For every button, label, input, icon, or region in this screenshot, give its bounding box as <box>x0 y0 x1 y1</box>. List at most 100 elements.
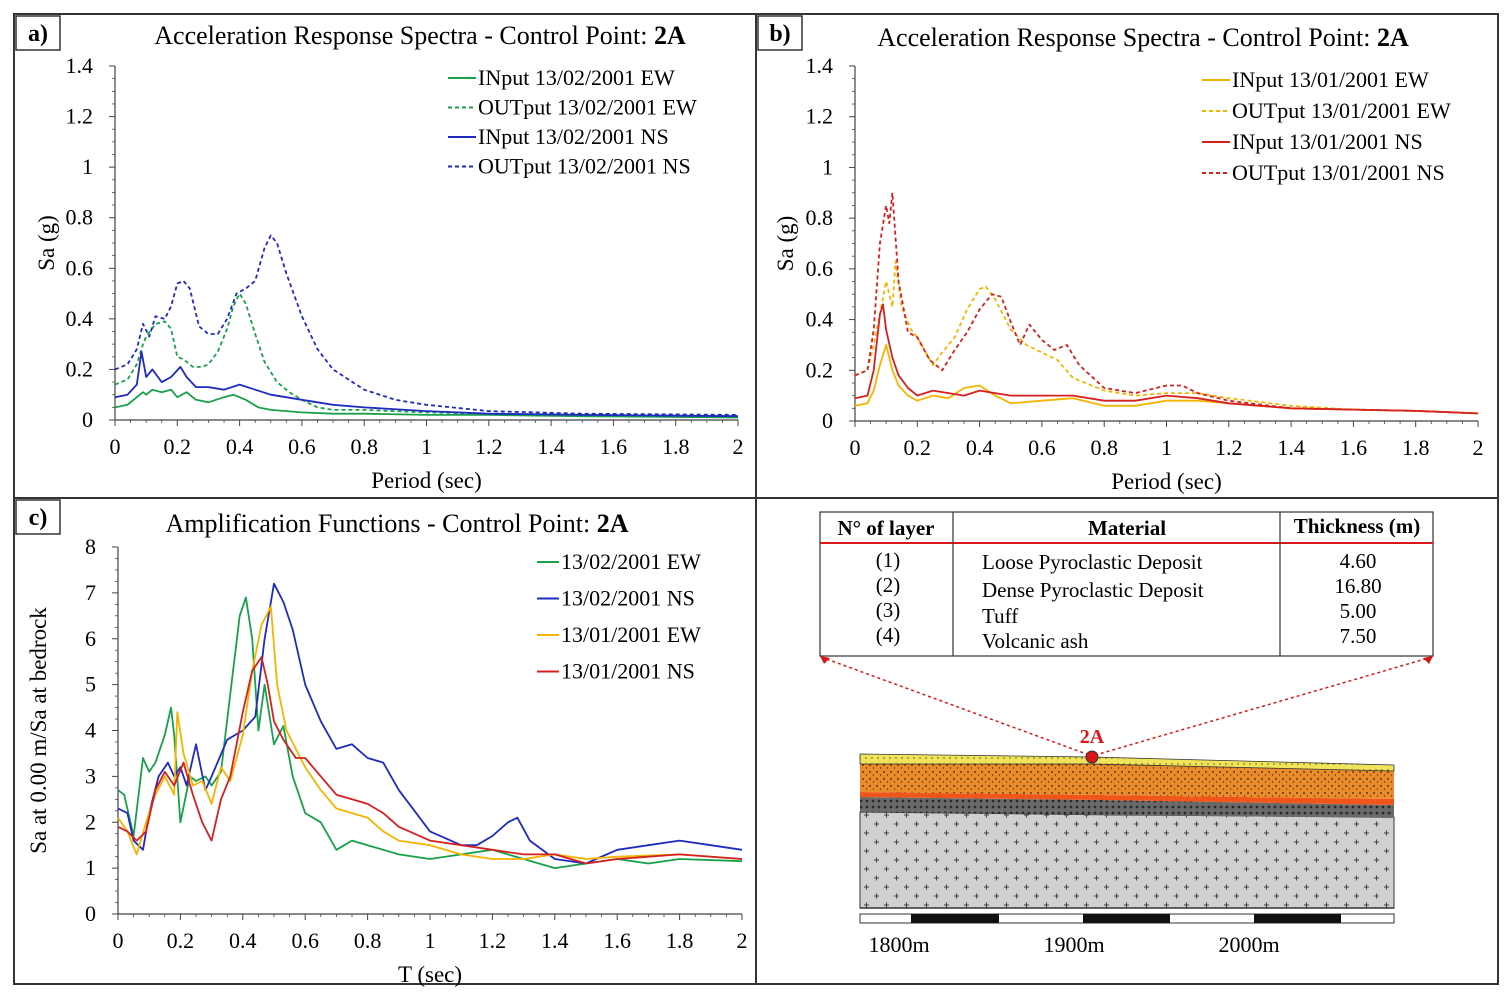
chart-title-main: Amplification Functions - Control Point: <box>166 509 597 538</box>
table-header-material: Material <box>1088 516 1166 540</box>
legend-label: 13/01/2001 EW <box>561 622 701 647</box>
legend-label: OUTput 13/02/2001 EW <box>478 95 697 120</box>
x-tick-label: 0.4 <box>966 435 994 460</box>
x-tick-label: 0.6 <box>1028 435 1056 460</box>
chart-b: Acceleration Response Spectra - Control … <box>773 23 1484 494</box>
y-tick-label: 0.8 <box>806 205 834 230</box>
y-tick-label: 1.2 <box>66 104 94 129</box>
series-line-green <box>114 388 739 419</box>
y-axis-title: Sa at 0.00 m/Sa at bedrock <box>26 607 51 854</box>
x-tick-label: 1.4 <box>537 434 565 459</box>
y-tick-label: 1.4 <box>806 53 834 78</box>
series-line-red-dashed <box>854 191 1479 415</box>
y-tick-label: 3 <box>85 763 96 788</box>
table-cell-thickness: 5.00 <box>1340 599 1377 623</box>
section-dense-layer <box>860 764 1394 799</box>
series-line-green-dashed <box>114 292 739 418</box>
series-line-red <box>854 303 1479 415</box>
panel-label-c-text: c) <box>29 505 48 531</box>
scale-label-1800: 1800m <box>868 932 929 957</box>
y-tick-label: 0.2 <box>806 357 834 382</box>
chart-title-main: Acceleration Response Spectra - Control … <box>877 23 1377 52</box>
x-tick-label: 2 <box>1473 435 1484 460</box>
legend-label: 13/01/2001 NS <box>561 659 695 684</box>
y-tick-label: 4 <box>85 718 96 743</box>
panel-label-b: b) <box>757 15 803 51</box>
y-tick-label: 8 <box>85 534 96 559</box>
table-cell-material: Volcanic ash <box>982 629 1089 653</box>
series-line-blue <box>114 350 739 418</box>
chart-title-point: 2A <box>1377 23 1409 52</box>
chart-a: Acceleration Response Spectra - Control … <box>34 21 744 493</box>
x-tick-label: 1 <box>425 928 436 953</box>
x-tick-label: 1.6 <box>1340 435 1368 460</box>
table-cell-n: (2) <box>876 573 901 597</box>
series-line-orange <box>117 605 743 860</box>
section-tuff-layer <box>860 792 1394 805</box>
chart-title-point: 2A <box>597 509 629 538</box>
table-cell-thickness: 16.80 <box>1334 574 1381 598</box>
section-ash-layer <box>860 797 1394 818</box>
legend-label: 13/02/2001 NS <box>561 586 695 611</box>
control-point-label: 2A <box>1080 726 1105 748</box>
legend-label: OUTput 13/02/2001 NS <box>478 154 691 179</box>
x-tick-label: 0.2 <box>164 434 192 459</box>
y-tick-label: 1 <box>822 154 833 179</box>
table-cell-material: Tuff <box>982 604 1018 628</box>
layer-table: N° of layer Material Thickness (m) (1) (… <box>819 511 1434 657</box>
table-cell-n: (3) <box>876 598 901 622</box>
section-bedrock <box>859 811 1395 909</box>
x-tick-label: 1 <box>421 434 432 459</box>
x-tick-label: 1.4 <box>1277 435 1305 460</box>
scale-label-1900: 1900m <box>1043 932 1104 957</box>
y-tick-label: 0.4 <box>806 307 834 332</box>
chart-c: Amplification Functions - Control Point:… <box>26 509 748 987</box>
chart-title: Acceleration Response Spectra - Control … <box>877 23 1409 52</box>
legend-label: OUTput 13/01/2001 EW <box>1232 98 1451 123</box>
y-tick-label: 0 <box>82 407 93 432</box>
series-line-blue <box>117 582 743 865</box>
x-tick-label: 1.6 <box>603 928 631 953</box>
table-cell-n: (4) <box>876 623 901 647</box>
legend-label: INput 13/02/2001 NS <box>478 124 669 149</box>
y-tick-label: 0 <box>822 408 833 433</box>
y-tick-label: 1 <box>85 855 96 880</box>
leader-lines <box>820 656 1433 757</box>
y-tick-label: 0 <box>85 901 96 926</box>
series-line-orange <box>854 343 1479 415</box>
x-tick-label: 0.4 <box>226 434 254 459</box>
table-cell-material: Loose Pyroclastic Deposit <box>982 550 1203 574</box>
legend-label: OUTput 13/01/2001 NS <box>1232 160 1445 185</box>
x-tick-label: 1.8 <box>662 434 690 459</box>
table-header-layer: N° of layer <box>837 516 934 540</box>
panel-label-a: a) <box>15 15 61 51</box>
x-tick-label: 0.8 <box>354 928 382 953</box>
y-tick-label: 0.6 <box>66 255 94 280</box>
chart-title-main: Acceleration Response Spectra - Control … <box>154 21 654 50</box>
x-tick-label: 0.6 <box>288 434 316 459</box>
x-tick-label: 0.8 <box>1090 435 1118 460</box>
x-axis-title: Period (sec) <box>1111 469 1222 494</box>
table-header-thickness: Thickness (m) <box>1294 514 1421 538</box>
x-tick-label: 1 <box>1161 435 1172 460</box>
y-tick-label: 0.4 <box>66 306 94 331</box>
x-tick-label: 1.4 <box>541 928 569 953</box>
y-tick-label: 0.6 <box>806 256 834 281</box>
table-cell-n: (1) <box>876 548 901 572</box>
x-tick-label: 0.6 <box>291 928 319 953</box>
scale-label-2000: 2000m <box>1218 932 1279 957</box>
y-tick-label: 0.8 <box>66 205 94 230</box>
table-cell-thickness: 7.50 <box>1340 624 1377 648</box>
legend-label: 13/02/2001 EW <box>561 549 701 574</box>
x-tick-label: 1.2 <box>479 928 507 953</box>
y-tick-label: 1.4 <box>66 53 94 78</box>
legend-label: INput 13/01/2001 EW <box>1232 67 1429 92</box>
series-line-green <box>117 596 743 869</box>
legend-label: INput 13/01/2001 NS <box>1232 129 1423 154</box>
panel-label-a-text: a) <box>28 21 48 47</box>
panel-label-c: c) <box>15 499 61 535</box>
y-tick-label: 1.2 <box>806 104 834 129</box>
chart-title-point: 2A <box>654 21 686 50</box>
x-tick-label: 0.4 <box>229 928 257 953</box>
